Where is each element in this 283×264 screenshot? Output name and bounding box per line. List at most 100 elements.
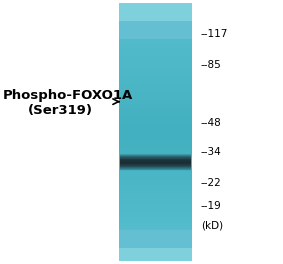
Bar (119, 86, 192, 88)
Bar (120, 159, 191, 160)
Bar (120, 164, 191, 165)
Bar (119, 67, 192, 70)
Bar (120, 163, 191, 164)
Bar (119, 197, 192, 199)
Bar (119, 137, 192, 140)
Bar (119, 238, 192, 241)
Bar (119, 132, 192, 135)
Bar (119, 41, 192, 44)
Bar (120, 170, 191, 171)
Bar (119, 184, 192, 186)
Bar (119, 248, 192, 251)
Bar (119, 223, 192, 225)
Bar (119, 173, 192, 176)
Bar (119, 78, 192, 80)
Bar (119, 217, 192, 220)
Bar (119, 251, 192, 254)
Bar (119, 124, 192, 127)
Bar (120, 161, 191, 162)
Text: --48: --48 (201, 118, 222, 128)
Bar (119, 96, 192, 98)
Text: --85: --85 (201, 60, 222, 70)
Bar (119, 259, 192, 261)
Bar (119, 243, 192, 246)
Bar (119, 241, 192, 243)
Bar (119, 233, 192, 235)
Bar (119, 235, 192, 238)
Bar (120, 167, 191, 168)
Bar (119, 52, 192, 54)
Text: --19: --19 (201, 201, 222, 211)
Bar (119, 225, 192, 228)
Bar (120, 160, 191, 161)
Bar (119, 8, 192, 10)
Bar (119, 21, 192, 23)
Bar (119, 65, 192, 67)
Bar (119, 148, 192, 150)
Bar (120, 156, 191, 157)
Bar (119, 153, 192, 155)
Bar (119, 10, 192, 13)
Bar (119, 155, 192, 158)
Bar (119, 5, 192, 8)
Bar (119, 191, 192, 194)
Bar (119, 122, 192, 124)
Bar (119, 70, 192, 73)
Text: --34: --34 (201, 147, 222, 157)
Bar (119, 215, 192, 217)
Bar (119, 16, 192, 18)
Bar (119, 23, 192, 26)
Bar (120, 154, 191, 155)
Bar (119, 49, 192, 52)
Bar (119, 13, 192, 16)
Bar (119, 36, 192, 39)
Bar (119, 29, 192, 31)
Bar (119, 31, 192, 34)
Bar (119, 176, 192, 178)
Bar (119, 39, 192, 41)
Bar (119, 254, 192, 256)
Bar (119, 220, 192, 223)
Bar (119, 116, 192, 119)
Bar (119, 101, 192, 103)
Bar (119, 178, 192, 181)
Bar (120, 158, 191, 159)
Bar (119, 44, 192, 47)
Bar (119, 54, 192, 57)
Bar (120, 162, 191, 163)
Bar (119, 166, 192, 168)
Bar (119, 158, 192, 161)
Bar (119, 129, 192, 132)
Bar (119, 119, 192, 122)
Bar (119, 161, 192, 163)
Bar (120, 169, 191, 170)
Bar (119, 181, 192, 184)
Bar (119, 228, 192, 230)
Bar (119, 57, 192, 60)
Bar (119, 103, 192, 106)
Bar (120, 155, 191, 156)
Bar (119, 62, 192, 65)
Text: Phospho-FOXO1A: Phospho-FOXO1A (3, 88, 133, 102)
Bar (120, 165, 191, 166)
Bar (119, 80, 192, 83)
Bar (119, 246, 192, 248)
Bar (119, 140, 192, 142)
Bar (119, 106, 192, 109)
Bar (120, 157, 191, 158)
Bar (119, 189, 192, 191)
Bar (120, 166, 191, 167)
Bar (119, 34, 192, 36)
Bar (119, 83, 192, 86)
Bar (119, 186, 192, 189)
Bar (119, 135, 192, 137)
Text: --117: --117 (201, 29, 228, 39)
Bar (119, 168, 192, 171)
Bar (119, 98, 192, 101)
Bar (119, 91, 192, 93)
Bar (119, 199, 192, 202)
Bar (119, 204, 192, 207)
Bar (119, 88, 192, 91)
Bar (119, 256, 192, 259)
Bar (119, 60, 192, 62)
